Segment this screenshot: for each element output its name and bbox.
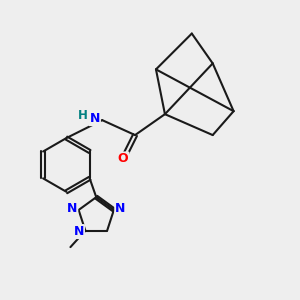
Text: N: N bbox=[74, 225, 84, 238]
Text: N: N bbox=[115, 202, 126, 215]
Text: N: N bbox=[90, 112, 100, 125]
Text: O: O bbox=[118, 152, 128, 166]
Text: H: H bbox=[78, 109, 88, 122]
Text: N: N bbox=[67, 202, 77, 215]
